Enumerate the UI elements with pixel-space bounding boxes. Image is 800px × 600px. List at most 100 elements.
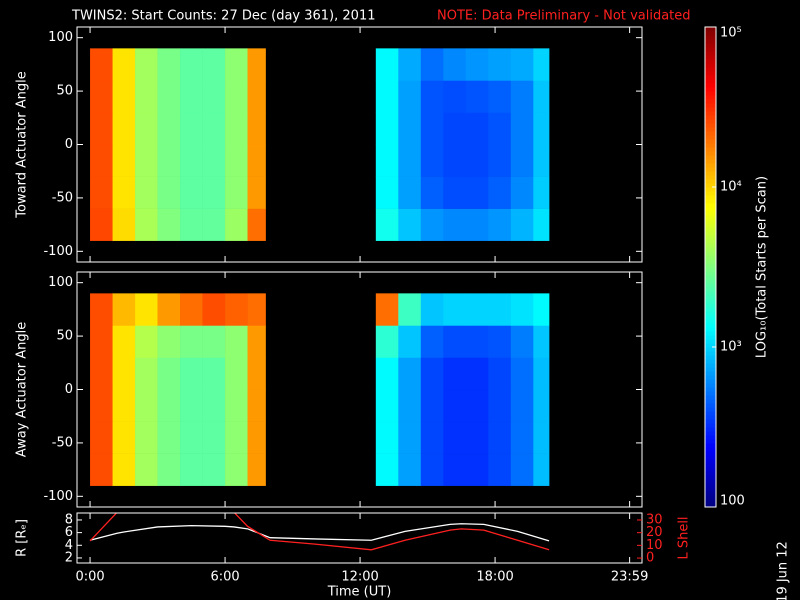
colorbar-cell: [705, 291, 716, 296]
heat-cell: [510, 144, 534, 177]
colorbar-cell: [705, 447, 716, 452]
heat-cell: [157, 112, 181, 145]
colorbar-cell: [705, 263, 716, 268]
colorbar-cell: [705, 403, 716, 408]
heat-cell: [533, 176, 550, 209]
colorbar-cell: [705, 195, 716, 200]
colorbar-cell: [705, 219, 716, 224]
heat-cell: [510, 293, 534, 326]
colorbar-cell: [705, 391, 716, 396]
heat-cell: [510, 112, 534, 145]
axis-frame: [76, 512, 643, 564]
colorbar-cell: [705, 475, 716, 480]
colorbar-cell: [705, 347, 716, 352]
heat-cell: [90, 357, 113, 390]
heat-cell: [202, 48, 226, 81]
colorbar-cell: [705, 159, 716, 164]
colorbar-cell: [705, 199, 716, 204]
heat-cell: [247, 80, 266, 113]
heat-cell: [157, 208, 181, 241]
heat-cell: [510, 48, 534, 81]
heat-cell: [533, 208, 550, 241]
heat-cell: [135, 48, 158, 81]
colorbar-cell: [705, 451, 716, 456]
heat-cell: [112, 48, 136, 81]
heat-cell: [465, 293, 489, 326]
colorbar-cell: [705, 423, 716, 428]
heat-cell: [465, 357, 489, 390]
heat-cell: [465, 325, 489, 358]
colorbar-cell: [705, 439, 716, 444]
colorbar-cell: [705, 183, 716, 188]
data-line: [89, 513, 550, 551]
heat-cell: [443, 208, 467, 241]
colorbar-cell: [705, 247, 716, 252]
heat-cell: [398, 80, 422, 113]
heat-cell: [90, 453, 113, 486]
heat-cell: [90, 421, 113, 454]
heat-cell: [157, 293, 181, 326]
heat-cell: [90, 208, 113, 241]
heat-cell: [443, 112, 467, 145]
colorbar-cell: [705, 135, 716, 140]
heat-cell: [420, 325, 444, 358]
heat-cell: [510, 208, 534, 241]
heat-cell: [90, 144, 113, 177]
y-tick-label: 0: [65, 382, 73, 397]
heat-cell: [510, 176, 534, 209]
y-tick-label: 100: [48, 30, 73, 45]
colorbar-cell: [705, 399, 716, 404]
heat-cell: [420, 48, 444, 81]
heat-cell: [225, 357, 248, 390]
colorbar-cell: [705, 179, 716, 184]
heat-cell: [180, 389, 203, 422]
y-axis-label: Toward Actuator Angle: [15, 71, 30, 218]
colorbar-cell: [705, 251, 716, 256]
y-tick-label: 100: [48, 275, 73, 290]
colorbar-cell: [705, 163, 716, 168]
colorbar-cell: [705, 123, 716, 128]
heat-cell: [247, 208, 266, 241]
heat-cell: [225, 48, 248, 81]
colorbar-cell: [705, 411, 716, 416]
heat-cell: [135, 421, 158, 454]
heat-cell: [135, 293, 158, 326]
heat-cell: [420, 421, 444, 454]
heat-cell: [443, 293, 467, 326]
x-tick-label: 6:00: [210, 570, 239, 585]
heat-cell: [398, 421, 422, 454]
colorbar-cell: [705, 87, 716, 92]
heat-cell: [375, 48, 399, 81]
heat-cell: [443, 357, 467, 390]
heat-cell: [247, 48, 266, 81]
heat-cell: [465, 453, 489, 486]
heat-cell: [90, 48, 113, 81]
heat-cell: [180, 48, 203, 81]
heat-cell: [247, 112, 266, 145]
heat-cell: [202, 176, 226, 209]
heat-cell: [375, 325, 399, 358]
heat-cell: [135, 325, 158, 358]
colorbar-cell: [705, 171, 716, 176]
x-tick-label: 0:00: [75, 570, 104, 585]
heat-cell: [510, 421, 534, 454]
heat-cell: [112, 112, 136, 145]
heat-cell: [398, 357, 422, 390]
heat-cell: [420, 357, 444, 390]
colorbar-cell: [705, 271, 716, 276]
heat-cell: [112, 176, 136, 209]
heat-cell: [180, 453, 203, 486]
heat-cell: [420, 453, 444, 486]
heat-cell: [375, 421, 399, 454]
colorbar-cell: [705, 83, 716, 88]
colorbar-cell: [705, 107, 716, 112]
colorbar-cell: [705, 243, 716, 248]
colorbar-cell: [705, 295, 716, 300]
heat-cell: [420, 144, 444, 177]
heat-cell: [443, 144, 467, 177]
heat-cell: [180, 176, 203, 209]
colorbar-cell: [705, 335, 716, 340]
colorbar-cell: [705, 407, 716, 412]
colorbar-cell: [705, 487, 716, 492]
colorbar-cell: [705, 495, 716, 500]
